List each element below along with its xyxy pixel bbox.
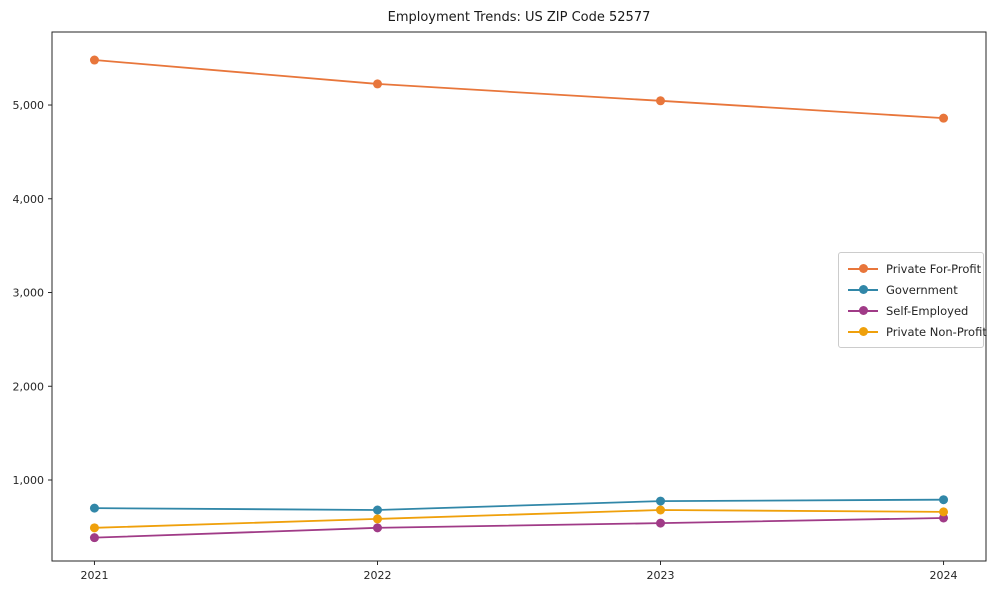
- series-marker: [939, 495, 949, 505]
- x-axis-tick-label: 2021: [80, 569, 108, 582]
- series-marker: [372, 523, 382, 533]
- series-marker: [939, 113, 949, 123]
- legend-label: Private For-Profit: [886, 261, 982, 276]
- legend: Private For-Profit Government Self-Employe…: [838, 252, 987, 348]
- x-axis-tick-label: 2024: [930, 569, 958, 582]
- y-axis-tick-label: 4,000: [13, 193, 45, 206]
- legend-item: Private Non-Profit: [848, 321, 987, 342]
- series-marker: [372, 514, 382, 524]
- chart-title: Employment Trends: US ZIP Code 52577: [387, 10, 651, 25]
- legend-line-marker-icon: [848, 306, 878, 315]
- legend-line-marker-icon: [848, 264, 878, 273]
- series-marker: [656, 496, 666, 506]
- legend-line-marker-icon: [848, 285, 878, 294]
- legend-label: Government: [886, 282, 958, 297]
- series-marker: [656, 505, 666, 515]
- series-line: [94, 59, 944, 120]
- series-marker: [89, 503, 99, 513]
- series-marker: [656, 96, 666, 106]
- series-marker: [372, 79, 382, 89]
- legend-item: Self-Employed: [848, 300, 974, 321]
- x-axis-tick-label: 2022: [363, 569, 391, 582]
- legend-label: Private Non-Profit: [886, 324, 987, 339]
- legend-line-marker-icon: [848, 327, 878, 336]
- series-marker: [939, 507, 949, 517]
- series-marker: [372, 505, 382, 515]
- series-marker: [89, 55, 99, 65]
- x-axis-tick-label: 2023: [647, 569, 675, 582]
- series-marker: [656, 518, 666, 528]
- series-line: [94, 517, 944, 539]
- y-axis-tick-label: 2,000: [13, 380, 45, 393]
- legend-label: Self-Employed: [886, 303, 969, 318]
- y-axis-tick-label: 5,000: [13, 99, 45, 112]
- y-axis-tick-label: 1,000: [13, 474, 45, 487]
- plot-frame: [51, 31, 987, 562]
- series-line: [94, 509, 944, 529]
- y-axis-tick-label: 3,000: [13, 287, 45, 300]
- series-marker: [89, 533, 99, 543]
- legend-item: Private For-Profit: [848, 258, 981, 279]
- series-line: [94, 498, 944, 511]
- series-marker: [89, 523, 99, 533]
- legend-item: Government: [848, 279, 974, 300]
